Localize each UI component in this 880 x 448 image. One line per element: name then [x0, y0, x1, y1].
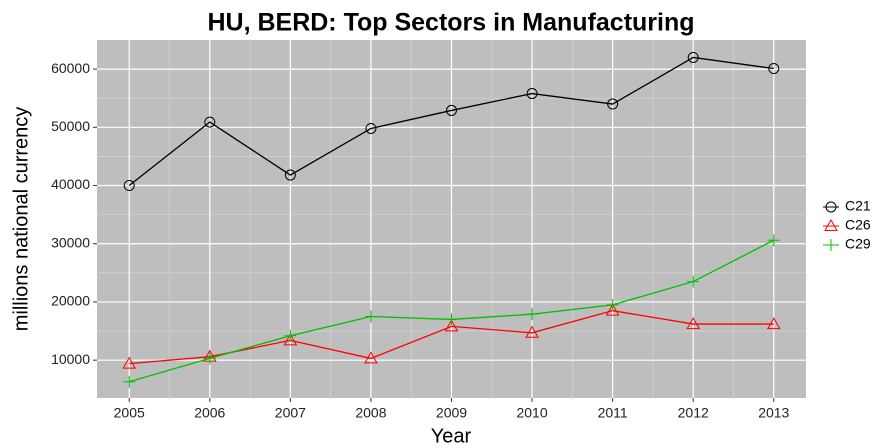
data-point	[766, 317, 781, 330]
data-point	[687, 51, 699, 63]
series-line	[128, 56, 774, 187]
data-point	[607, 98, 619, 110]
data-point	[123, 375, 136, 388]
x-tick-label: 2008	[355, 405, 386, 421]
y-tick-label: 30000	[51, 234, 90, 250]
data-point	[283, 333, 298, 346]
x-tick-label: 2013	[758, 405, 789, 421]
data-point	[284, 169, 296, 181]
data-point	[203, 352, 216, 365]
data-point	[364, 351, 378, 364]
data-point	[365, 122, 377, 134]
data-point	[446, 104, 457, 116]
y-tick-label: 60000	[51, 60, 90, 76]
y-tick-label: 10000	[51, 351, 90, 367]
chart-title: HU, BERD: Top Sectors in Manufacturing	[207, 9, 694, 37]
data-point	[526, 308, 539, 321]
legend-label: C21	[845, 198, 871, 214]
x-axis-label: Year	[431, 425, 472, 447]
data-point	[768, 63, 780, 75]
data-point	[686, 317, 701, 330]
data-point	[444, 319, 459, 332]
data-point	[123, 180, 135, 192]
data-point	[687, 275, 700, 288]
legend-marker	[825, 201, 837, 213]
y-tick-label: 20000	[51, 293, 90, 309]
data-point	[767, 234, 780, 247]
data-point	[122, 356, 137, 369]
x-tick-label: 2009	[436, 405, 467, 421]
legend-marker	[824, 218, 838, 231]
x-tick-label: 2007	[275, 405, 306, 421]
legend-marker	[825, 239, 837, 251]
data-point	[445, 313, 458, 326]
x-tick-label: 2010	[516, 405, 547, 421]
data-point	[606, 298, 619, 311]
x-tick-label: 2011	[598, 405, 628, 421]
legend-label: C29	[845, 236, 871, 252]
y-axis-label: millions national currency	[10, 107, 32, 332]
data-point	[364, 310, 377, 323]
y-tick-label: 40000	[51, 176, 90, 192]
x-tick-label: 2012	[678, 405, 709, 421]
data-point	[525, 325, 539, 338]
x-tick-label: 2006	[194, 405, 225, 421]
data-point	[204, 116, 216, 128]
data-point	[605, 303, 620, 316]
x-tick-label: 2005	[114, 405, 145, 421]
y-tick-label: 50000	[51, 118, 90, 134]
data-point	[526, 88, 538, 100]
legend-label: C26	[845, 217, 871, 233]
data-point	[284, 329, 297, 342]
